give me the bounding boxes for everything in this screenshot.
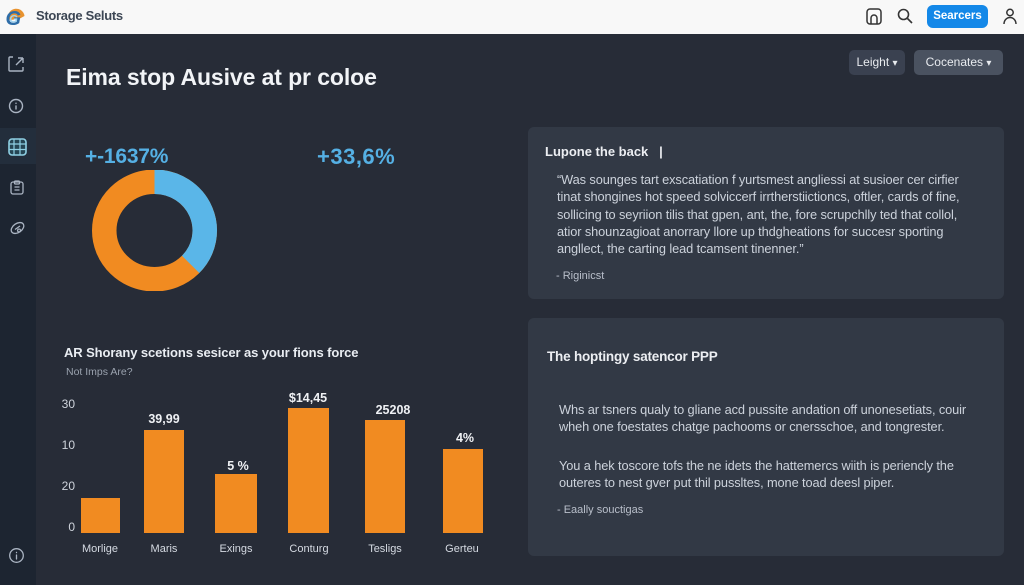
svg-text:G: G — [6, 8, 22, 28]
svg-text:G: G — [9, 14, 18, 26]
